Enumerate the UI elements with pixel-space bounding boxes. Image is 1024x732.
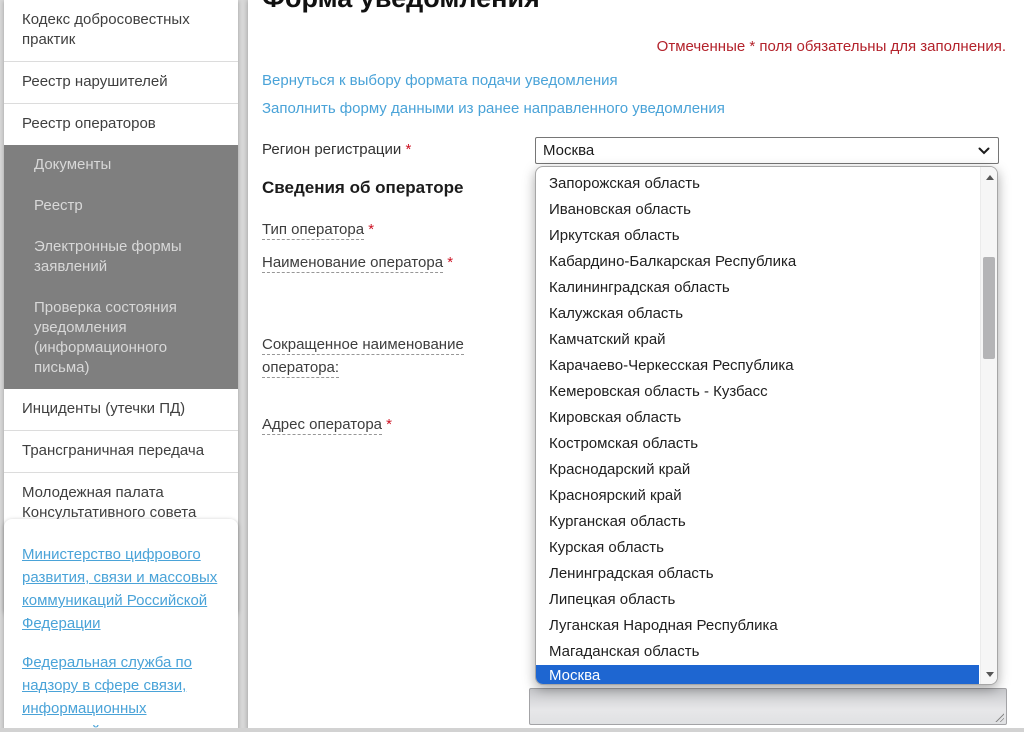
sidebar-submenu-item[interactable]: Проверка состояния уведомления (информац… (34, 299, 177, 376)
region-option[interactable]: Ивановская область (549, 201, 691, 218)
region-option[interactable]: Луганская Народная Республика (549, 617, 778, 634)
region-option[interactable]: Карачаево-Черкесская Республика (549, 357, 794, 374)
sidebar-submenu: Документы Реестр Электронные формы заявлен… (4, 145, 238, 389)
dropdown-scrollbar (980, 167, 997, 684)
region-select-value: Москва (543, 142, 595, 159)
region-option[interactable]: Кабардино-Балкарская Республика (549, 253, 797, 270)
sidebar-item[interactable]: Реестр операторов (4, 103, 238, 145)
region-option[interactable]: Липецкая область (549, 591, 676, 608)
scroll-up-icon[interactable] (981, 169, 997, 185)
region-option[interactable]: Москва (536, 665, 979, 684)
sidebar-submenu-item[interactable]: Электронные формы заявлений (34, 238, 182, 275)
required-asterisk: * (386, 416, 393, 433)
scrollbar-thumb[interactable] (983, 257, 995, 359)
region-option[interactable]: Камчатский край (549, 331, 666, 348)
sidebar-submenu-item[interactable]: Документы (34, 156, 112, 173)
required-asterisk: * (405, 141, 412, 158)
region-option[interactable]: Кемеровская область - Кузбасс (549, 383, 768, 400)
sidebar-footer-link[interactable]: Министерство цифрового развития, связи и… (22, 546, 218, 632)
sidebar-item[interactable]: Трансграничная передача (4, 430, 238, 472)
region-option[interactable]: Курганская область (549, 513, 686, 530)
region-option[interactable]: Запорожская область (549, 175, 700, 192)
resize-grip-icon[interactable] (994, 712, 1004, 722)
region-select[interactable]: Москва (535, 137, 999, 164)
sidebar-footer-link[interactable]: Федеральная служба по надзору в сфере св… (22, 654, 193, 732)
operator-section-heading: Сведения об операторе (262, 178, 464, 197)
region-option[interactable]: Курская область (549, 539, 664, 556)
region-option[interactable]: Красноярский край (549, 487, 682, 504)
sidebar-top-group: Кодекс добросовестных практик Реестр нару… (4, 0, 238, 145)
sidebar-item[interactable]: Молодежная палата Консультативного совет… (4, 472, 238, 534)
field-label: Сокращенное наименование оператора: (262, 336, 464, 378)
required-asterisk: * (368, 221, 375, 238)
field-label: Наименование оператора * (262, 254, 454, 273)
back-to-format-link[interactable]: Вернуться к выбору формата подачи уведом… (262, 72, 618, 89)
scroll-down-icon[interactable] (981, 666, 997, 682)
required-note: Отмеченные * поля обязательны для заполн… (656, 38, 1006, 55)
region-option[interactable]: Ленинградская область (549, 565, 714, 582)
sidebar-footer: Министерство цифрового развития, связи и… (4, 519, 238, 732)
region-option[interactable]: Краснодарский край (549, 461, 691, 478)
main-content: Форма уведомления Отмеченные * поля обяз… (248, 0, 1024, 732)
region-option[interactable]: Костромская область (549, 435, 699, 452)
region-option[interactable]: Магаданская область (549, 643, 700, 660)
region-option[interactable]: Иркутская область (549, 227, 680, 244)
page-title: Форма уведомления (262, 0, 540, 14)
field-label: Адрес оператора * (262, 416, 393, 435)
sidebar-item[interactable]: Кодекс добросовестных практик (22, 11, 190, 48)
field-label: Тип оператора * (262, 221, 375, 240)
region-option-list: Запорожская область Ивановская область Ирк… (536, 171, 979, 684)
region-dropdown: Запорожская область Ивановская область Ирк… (535, 166, 998, 685)
region-option[interactable]: Калининградская область (549, 279, 730, 296)
operator-address-textarea[interactable] (529, 688, 1007, 725)
region-label: Регион регистрации * (262, 141, 412, 158)
prefill-from-previous-link[interactable]: Заполнить форму данными из ранее направл… (262, 100, 725, 117)
region-option[interactable]: Калужская область (549, 305, 684, 322)
region-option[interactable]: Кировская область (549, 409, 682, 426)
chevron-down-icon (978, 147, 990, 154)
sidebar-item[interactable]: Инциденты (утечки ПД) (22, 400, 186, 417)
sidebar-submenu-item[interactable]: Реестр (34, 197, 83, 214)
sidebar-item[interactable]: Реестр нарушителей (4, 61, 238, 103)
required-asterisk: * (447, 254, 454, 271)
window-bottom-edge (0, 728, 1024, 732)
